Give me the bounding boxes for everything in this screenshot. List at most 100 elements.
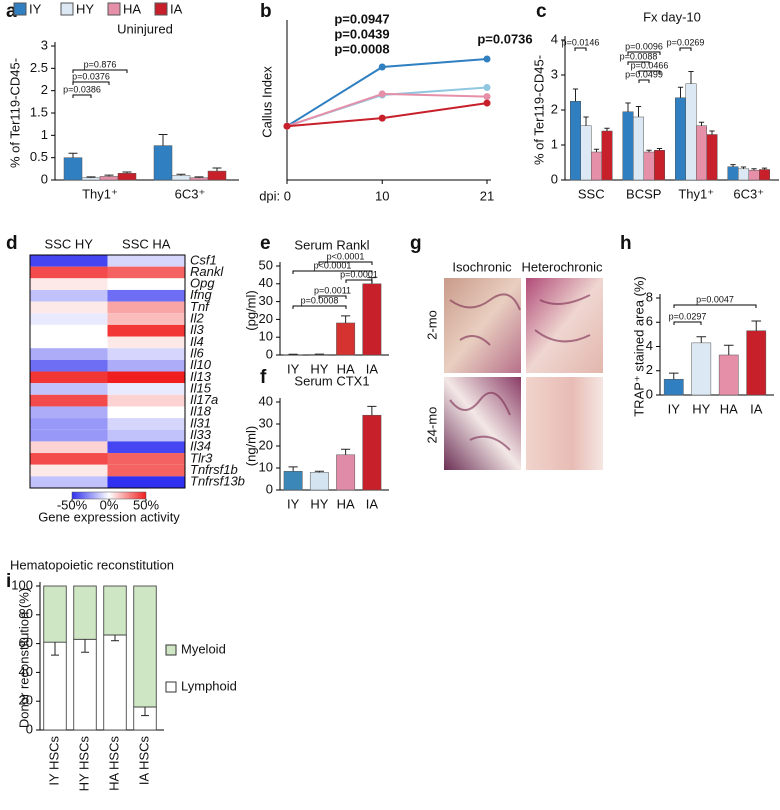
x-tick-label: 6C3⁺ xyxy=(733,186,764,201)
bar xyxy=(759,169,770,181)
heat-cell xyxy=(30,476,108,488)
chart-title: Serum Rankl xyxy=(294,237,369,252)
y-tick-label: 50 xyxy=(259,257,273,272)
heat-cell xyxy=(107,429,185,442)
heat-cell xyxy=(30,441,108,454)
y-tick-label: 30 xyxy=(259,415,273,430)
y-tick-label: 20 xyxy=(259,311,273,326)
x-tick-label: HY xyxy=(692,401,710,416)
significance-bracket xyxy=(292,270,373,274)
bar xyxy=(685,83,697,181)
x-tick-label: IY xyxy=(668,401,681,416)
x-tick-label: HY xyxy=(310,496,328,511)
heat-cell xyxy=(107,441,185,454)
error-bar xyxy=(696,336,707,343)
bar xyxy=(654,150,665,181)
x-tick-label: 10 xyxy=(375,188,389,203)
row-label: Rankl xyxy=(190,264,224,279)
error-bar xyxy=(341,448,351,455)
heat-cell xyxy=(30,324,108,337)
error-bar xyxy=(677,86,684,98)
x-tick-label: HA xyxy=(337,496,355,511)
legend-swatch xyxy=(154,2,168,16)
p-value: p=0.0001 xyxy=(340,269,378,279)
bar xyxy=(336,322,356,356)
legend-label: IA xyxy=(170,1,183,16)
error-bar xyxy=(723,344,734,355)
bar xyxy=(663,378,684,396)
heat-cell xyxy=(107,464,185,477)
bar xyxy=(189,177,209,181)
y-tick-label: 2 xyxy=(41,82,48,97)
y-axis-label: % of Ter119-CD45- xyxy=(7,58,22,168)
heat-cell xyxy=(30,359,108,372)
point xyxy=(483,55,491,63)
p-value: p=0.0736 xyxy=(477,31,532,46)
x-tick-label: HA xyxy=(720,401,738,416)
y-axis-label: (pg/ml) xyxy=(243,290,258,330)
row-label: Il31 xyxy=(190,415,211,430)
error-bar xyxy=(341,315,351,323)
bar-segment xyxy=(133,585,157,708)
row-label: Il2 xyxy=(190,311,205,326)
row-label: Il10 xyxy=(190,357,212,372)
heat-cell xyxy=(107,301,185,314)
bar xyxy=(580,125,592,181)
row-label: Il34 xyxy=(190,439,211,454)
error-bar xyxy=(122,171,132,174)
row-label: Csf1 xyxy=(190,252,217,267)
axis-line xyxy=(54,42,239,181)
histology-image xyxy=(526,278,603,373)
heat-cell xyxy=(107,289,185,302)
y-tick-label: 3 xyxy=(551,66,558,81)
y-tick-label: 0 xyxy=(266,481,273,496)
heat-cell xyxy=(107,255,185,267)
tissue-texture xyxy=(449,293,591,451)
y-tick-label: 1 xyxy=(551,136,558,151)
heat-cell xyxy=(30,255,108,267)
heat-cell xyxy=(30,348,108,360)
y-tick-label: 6 xyxy=(646,314,653,329)
bar-segment xyxy=(103,634,127,731)
p-value: p=0.0088 xyxy=(620,51,658,61)
error-bar xyxy=(740,166,747,169)
bar xyxy=(746,330,767,396)
error-bar xyxy=(751,168,757,171)
panel-label: g xyxy=(410,233,422,254)
bar xyxy=(336,454,356,491)
error-bar xyxy=(572,88,579,102)
x-tick-label: HA HSCs xyxy=(106,736,121,791)
heat-cell xyxy=(107,348,185,360)
y-tick-label: 30 xyxy=(259,293,273,308)
x-tick-label: HY xyxy=(310,361,328,376)
x-tick-label: SSC xyxy=(578,186,605,201)
bar xyxy=(362,283,382,356)
error-bar xyxy=(583,116,589,126)
heat-cell xyxy=(107,476,185,488)
significance-bracket xyxy=(318,261,373,265)
chart-title: Uninjured xyxy=(117,21,173,36)
error-bar xyxy=(730,164,736,167)
significance-bracket xyxy=(292,305,347,309)
p-value: p=0.0269 xyxy=(667,37,705,47)
error-bar xyxy=(288,466,298,472)
p-value: p=0.0386 xyxy=(63,84,101,94)
bar xyxy=(63,157,83,181)
p-value: p=0.0011 xyxy=(314,285,351,295)
error-bar xyxy=(668,372,679,380)
y-tick-label: 20 xyxy=(19,693,33,708)
x-tick-label: IY xyxy=(287,361,300,376)
legend-swatch xyxy=(60,2,74,16)
series-line xyxy=(286,92,488,128)
x-tick-label: dpi: 0 xyxy=(259,188,291,203)
panel-label: f xyxy=(260,367,267,388)
x-tick-label: Thy1⁺ xyxy=(678,186,714,201)
error-bar xyxy=(86,176,96,178)
point xyxy=(483,93,491,101)
panel-label: c xyxy=(536,1,547,22)
y-tick-label: 80 xyxy=(19,606,33,621)
panel-label: i xyxy=(6,571,11,592)
y-tick-label: 40 xyxy=(19,664,33,679)
bar xyxy=(570,101,581,181)
bar xyxy=(622,111,634,181)
